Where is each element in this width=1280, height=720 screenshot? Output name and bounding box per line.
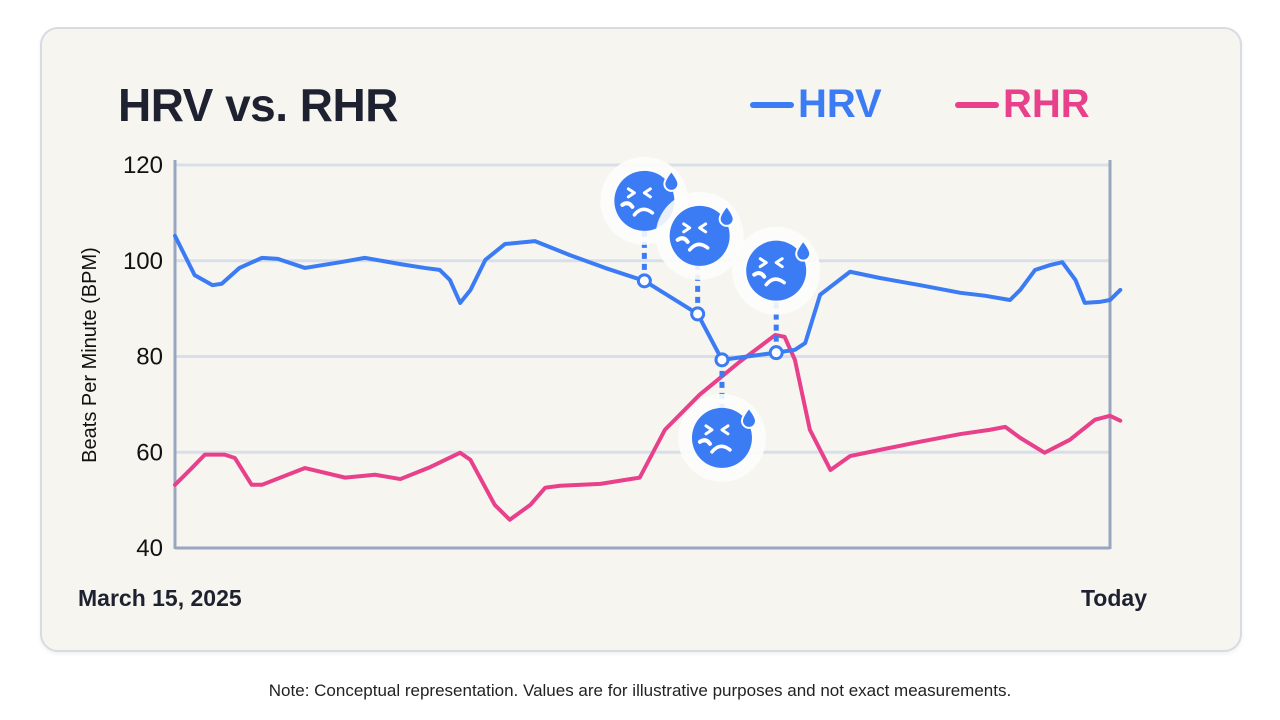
flagged-point	[677, 352, 766, 482]
legend-label-hrv: HRV	[798, 82, 882, 126]
legend-label-rhr: RHR	[1003, 82, 1090, 126]
data-point-marker	[714, 352, 730, 368]
y-axis-label: Beats Per Minute (BPM)	[79, 247, 101, 463]
legend-item-rhr: RHR	[955, 82, 1090, 127]
data-point-marker	[636, 273, 652, 289]
face-mouth	[710, 444, 732, 454]
series-line-rhr	[173, 332, 1123, 522]
face-circle	[614, 170, 675, 231]
legend-item-hrv: HRV	[750, 82, 882, 127]
y-tick-label: 40	[136, 535, 163, 562]
y-tick-label: 120	[123, 152, 163, 179]
flagged-point	[655, 191, 744, 322]
x-tick-end: Today	[1081, 585, 1147, 611]
face-hand	[752, 271, 767, 279]
y-tick-label: 80	[136, 344, 163, 371]
face-mouth	[632, 207, 655, 217]
sweat-drop	[718, 204, 735, 227]
legend-swatch-rhr	[955, 101, 999, 108]
x-tick-start: March 15, 2025	[78, 585, 242, 611]
sweat-drop	[663, 169, 680, 192]
face-eyes	[626, 187, 652, 199]
face-circle	[691, 407, 752, 468]
face-eyes	[704, 424, 730, 436]
face-eyes	[758, 257, 784, 269]
anxious-sweat-face-icon	[732, 226, 821, 315]
data-point-marker	[768, 345, 784, 361]
face-hand	[697, 438, 712, 446]
flagged-point	[732, 226, 821, 361]
face-mouth	[687, 242, 710, 252]
chart-title: HRV vs. RHR	[118, 79, 398, 131]
sweat-drop	[740, 406, 757, 429]
face-hand	[620, 201, 635, 209]
face-hand	[675, 236, 690, 244]
data-point-marker	[690, 306, 706, 322]
footnote: Note: Conceptual representation. Values …	[268, 681, 1012, 700]
face-eyes	[682, 222, 708, 234]
sweat-drop	[795, 239, 812, 262]
face-circle	[746, 240, 807, 301]
anxious-sweat-face-icon	[677, 393, 766, 482]
face-mouth	[764, 277, 786, 287]
face-circle	[669, 205, 730, 266]
series-line-hrv	[173, 233, 1123, 362]
legend-swatch-hrv	[750, 101, 794, 108]
anxious-sweat-face-icon	[655, 191, 744, 280]
y-tick-label: 60	[136, 439, 163, 466]
y-tick-label: 100	[123, 248, 163, 275]
